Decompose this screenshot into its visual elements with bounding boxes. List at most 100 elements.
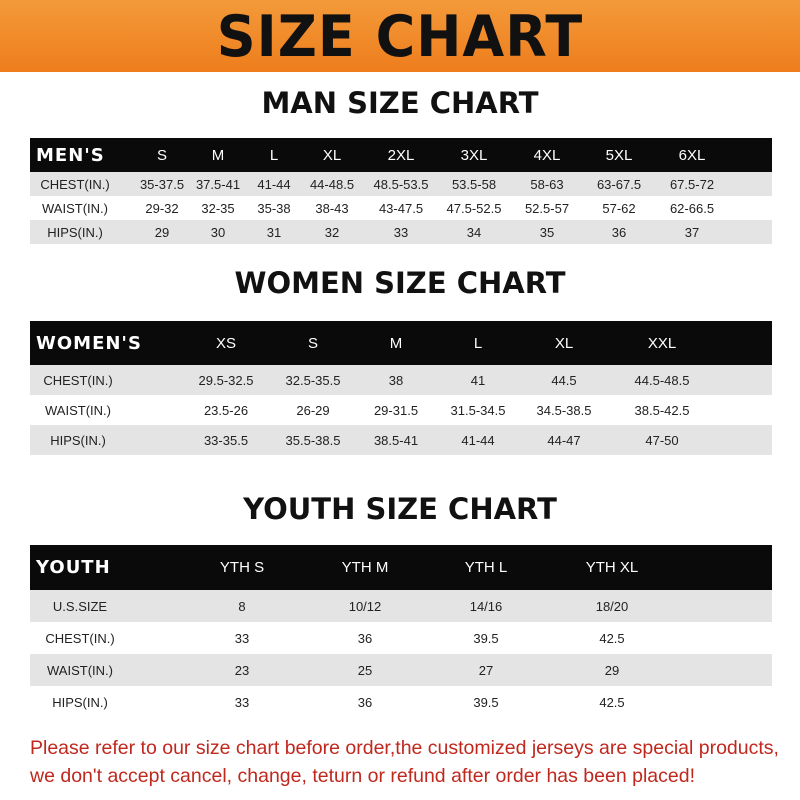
table-row: HIPS(IN.) 29 30 31 32 33 34 35 36 37 (30, 220, 772, 244)
men-section-title: MAN SIZE CHART (261, 86, 539, 120)
size-header: L (269, 146, 279, 164)
measurement-cell: 36 (357, 694, 373, 710)
table-label: MEN'S (36, 144, 105, 166)
measurement-cell: 32-35 (201, 200, 235, 216)
measurement-cell: 63-67.5 (596, 176, 642, 192)
measurement-cell: 41-44 (461, 432, 495, 448)
notice-line-2: we don't accept cancel, change, teturn o… (30, 765, 695, 787)
measurement-cell: 38.5-42.5 (634, 402, 690, 418)
measurement-cell: 27 (478, 662, 494, 678)
table-row: U.S.SIZE 8 10/12 14/16 18/20 (30, 590, 772, 622)
measurement-cell: 44.5-48.5 (634, 372, 690, 388)
measurement-cell: 34.5-38.5 (536, 402, 592, 418)
size-header: M (211, 146, 225, 164)
measurement-cell: 29 (604, 662, 620, 678)
row-label: HIPS(IN.) (52, 694, 108, 710)
size-header: YTH M (341, 559, 389, 576)
title-banner: SIZE CHART (0, 0, 800, 72)
size-header: 4XL (533, 146, 561, 164)
women-size-table: WOMEN'S XS S M L XL XXL CHEST(IN.) 29.5-32.5 32.5… (30, 321, 772, 455)
measurement-cell: 41-44 (257, 176, 291, 192)
measurement-cell: 35 (539, 224, 555, 240)
table-row: WAIST(IN.) 23 25 27 29 (30, 654, 772, 686)
youth-size-table: YOUTH YTH S YTH M YTH L YTH XL U.S.SIZE 8 10/12… (30, 545, 772, 718)
measurement-cell: 23.5-26 (203, 402, 249, 418)
table-row: HIPS(IN.) 33-35.5 35.5-38.5 38.5-41 41-44 44-… (30, 425, 772, 455)
measurement-cell: 36 (357, 630, 373, 646)
table-row: HIPS(IN.) 33 36 39.5 42.5 (30, 686, 772, 718)
measurement-cell: 47-50 (645, 432, 679, 448)
row-label: U.S.SIZE (52, 598, 108, 614)
measurement-cell: 32 (324, 224, 340, 240)
size-header: S (307, 334, 319, 352)
measurement-cell: 38.5-41 (373, 432, 419, 448)
measurement-cell: 31 (266, 224, 282, 240)
measurement-cell: 35-38 (257, 200, 291, 216)
size-header: 3XL (460, 146, 488, 164)
size-header: YTH XL (585, 559, 639, 576)
measurement-cell: 48.5-53.5 (373, 176, 429, 192)
measurement-cell: 29 (154, 224, 170, 240)
measurement-cell: 14/16 (469, 598, 503, 614)
table-label: YOUTH (36, 557, 111, 578)
table-row: WAIST(IN.) 23.5-26 26-29 29-31.5 31.5-34.5 34… (30, 395, 772, 425)
measurement-cell: 43-47.5 (378, 200, 424, 216)
measurement-cell: 47.5-52.5 (446, 200, 502, 216)
measurement-cell: 42.5 (599, 694, 625, 710)
table-label: WOMEN'S (36, 332, 142, 354)
row-label: HIPS(IN.) (50, 432, 106, 448)
measurement-cell: 58-63 (530, 176, 564, 192)
measurement-cell: 41 (470, 372, 486, 388)
row-label: CHEST(IN.) (43, 372, 113, 388)
measurement-cell: 33-35.5 (203, 432, 249, 448)
measurement-cell: 35.5-38.5 (285, 432, 341, 448)
table-header-row: WOMEN'S XS S M L XL XXL (30, 321, 772, 365)
women-section-title: WOMEN SIZE CHART (234, 266, 566, 300)
measurement-cell: 38 (388, 372, 404, 388)
measurement-cell: 37.5-41 (195, 176, 241, 192)
size-header: 6XL (678, 146, 706, 164)
measurement-cell: 33 (393, 224, 409, 240)
size-header: XL (554, 334, 574, 352)
youth-section-title: YOUTH SIZE CHART (243, 492, 557, 526)
row-label: WAIST(IN.) (45, 402, 111, 418)
size-header: YTH L (464, 559, 508, 576)
size-header: YTH S (219, 559, 265, 576)
measurement-cell: 31.5-34.5 (450, 402, 506, 418)
size-header: XXL (647, 334, 677, 352)
measurement-cell: 34 (466, 224, 482, 240)
measurement-cell: 39.5 (473, 694, 499, 710)
measurement-cell: 29-31.5 (373, 402, 419, 418)
measurement-cell: 33 (234, 694, 250, 710)
row-label: WAIST(IN.) (47, 662, 113, 678)
measurement-cell: 42.5 (599, 630, 625, 646)
size-header: M (389, 334, 403, 352)
row-label: CHEST(IN.) (45, 630, 115, 646)
measurement-cell: 44-48.5 (309, 176, 355, 192)
measurement-cell: 33 (234, 630, 250, 646)
page-title: SIZE CHART (216, 2, 584, 70)
size-header: XL (322, 146, 342, 164)
table-row: WAIST(IN.) 29-32 32-35 35-38 38-43 43-47.5 47.… (30, 196, 772, 220)
measurement-cell: 57-62 (602, 200, 636, 216)
measurement-cell: 25 (357, 662, 373, 678)
measurement-cell: 62-66.5 (669, 200, 715, 216)
size-header: XS (215, 334, 237, 352)
size-header: L (473, 334, 483, 352)
size-header: 2XL (387, 146, 415, 164)
row-label: CHEST(IN.) (40, 176, 110, 192)
measurement-cell: 36 (611, 224, 627, 240)
men-size-table: MEN'S S M L XL 2XL 3XL 4XL 5XL 6XL CHEST(IN.) 35-37… (30, 138, 772, 244)
measurement-cell: 39.5 (473, 630, 499, 646)
measurement-cell: 38-43 (315, 200, 349, 216)
row-label: HIPS(IN.) (47, 224, 103, 240)
measurement-cell: 67.5-72 (669, 176, 715, 192)
table-header-row: YOUTH YTH S YTH M YTH L YTH XL (30, 545, 772, 590)
measurement-cell: 32.5-35.5 (285, 372, 341, 388)
measurement-cell: 52.5-57 (524, 200, 570, 216)
measurement-cell: 10/12 (348, 598, 382, 614)
table-row: CHEST(IN.) 35-37.5 37.5-41 41-44 44-48.5 48.5… (30, 172, 772, 196)
measurement-cell: 26-29 (296, 402, 330, 418)
table-header-row: MEN'S S M L XL 2XL 3XL 4XL 5XL 6XL (30, 138, 772, 172)
measurement-cell: 8 (238, 598, 246, 614)
